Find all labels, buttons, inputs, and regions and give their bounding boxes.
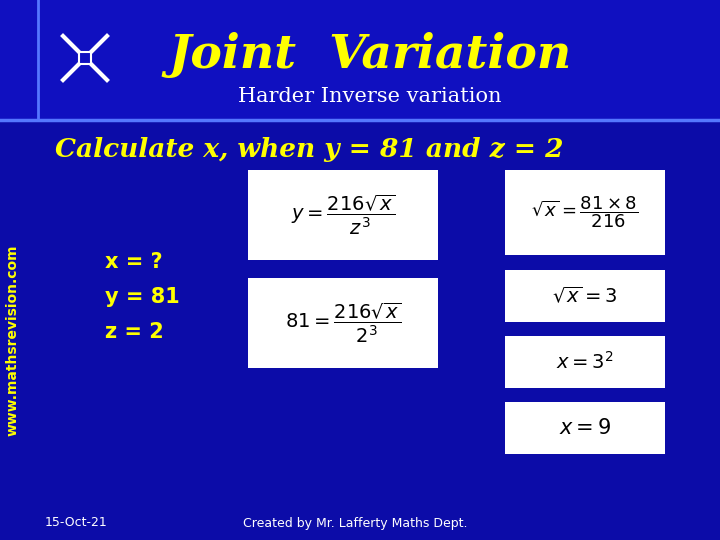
Text: $x = 3^2$: $x = 3^2$ xyxy=(556,351,614,373)
Bar xyxy=(505,336,665,388)
Text: y = 81: y = 81 xyxy=(105,287,180,307)
Text: x = ?: x = ? xyxy=(105,252,163,272)
Text: $x = 9$: $x = 9$ xyxy=(559,418,611,438)
Bar xyxy=(248,170,438,260)
Text: Harder Inverse variation: Harder Inverse variation xyxy=(238,87,502,106)
Bar xyxy=(0,0,720,120)
Text: Created by Mr. Lafferty Maths Dept.: Created by Mr. Lafferty Maths Dept. xyxy=(243,516,467,530)
Bar xyxy=(248,278,438,368)
Text: $y = \dfrac{216\sqrt{x}}{z^3}$: $y = \dfrac{216\sqrt{x}}{z^3}$ xyxy=(291,193,395,238)
Bar xyxy=(79,52,91,64)
Text: $81 = \dfrac{216\sqrt{x}}{2^3}$: $81 = \dfrac{216\sqrt{x}}{2^3}$ xyxy=(284,301,401,346)
Text: Joint  Variation: Joint Variation xyxy=(168,32,572,78)
Text: $\sqrt{x} = 3$: $\sqrt{x} = 3$ xyxy=(552,286,618,306)
Text: Calculate x, when y = 81 and z = 2: Calculate x, when y = 81 and z = 2 xyxy=(55,138,564,163)
Bar xyxy=(505,270,665,322)
Text: z = 2: z = 2 xyxy=(105,322,163,342)
Text: $\sqrt{x} = \dfrac{81 \times 8}{216}$: $\sqrt{x} = \dfrac{81 \times 8}{216}$ xyxy=(531,195,639,231)
Bar xyxy=(505,402,665,454)
Text: 15-Oct-21: 15-Oct-21 xyxy=(45,516,108,530)
Bar xyxy=(505,170,665,255)
Text: www.mathsrevision.com: www.mathsrevision.com xyxy=(6,244,20,436)
